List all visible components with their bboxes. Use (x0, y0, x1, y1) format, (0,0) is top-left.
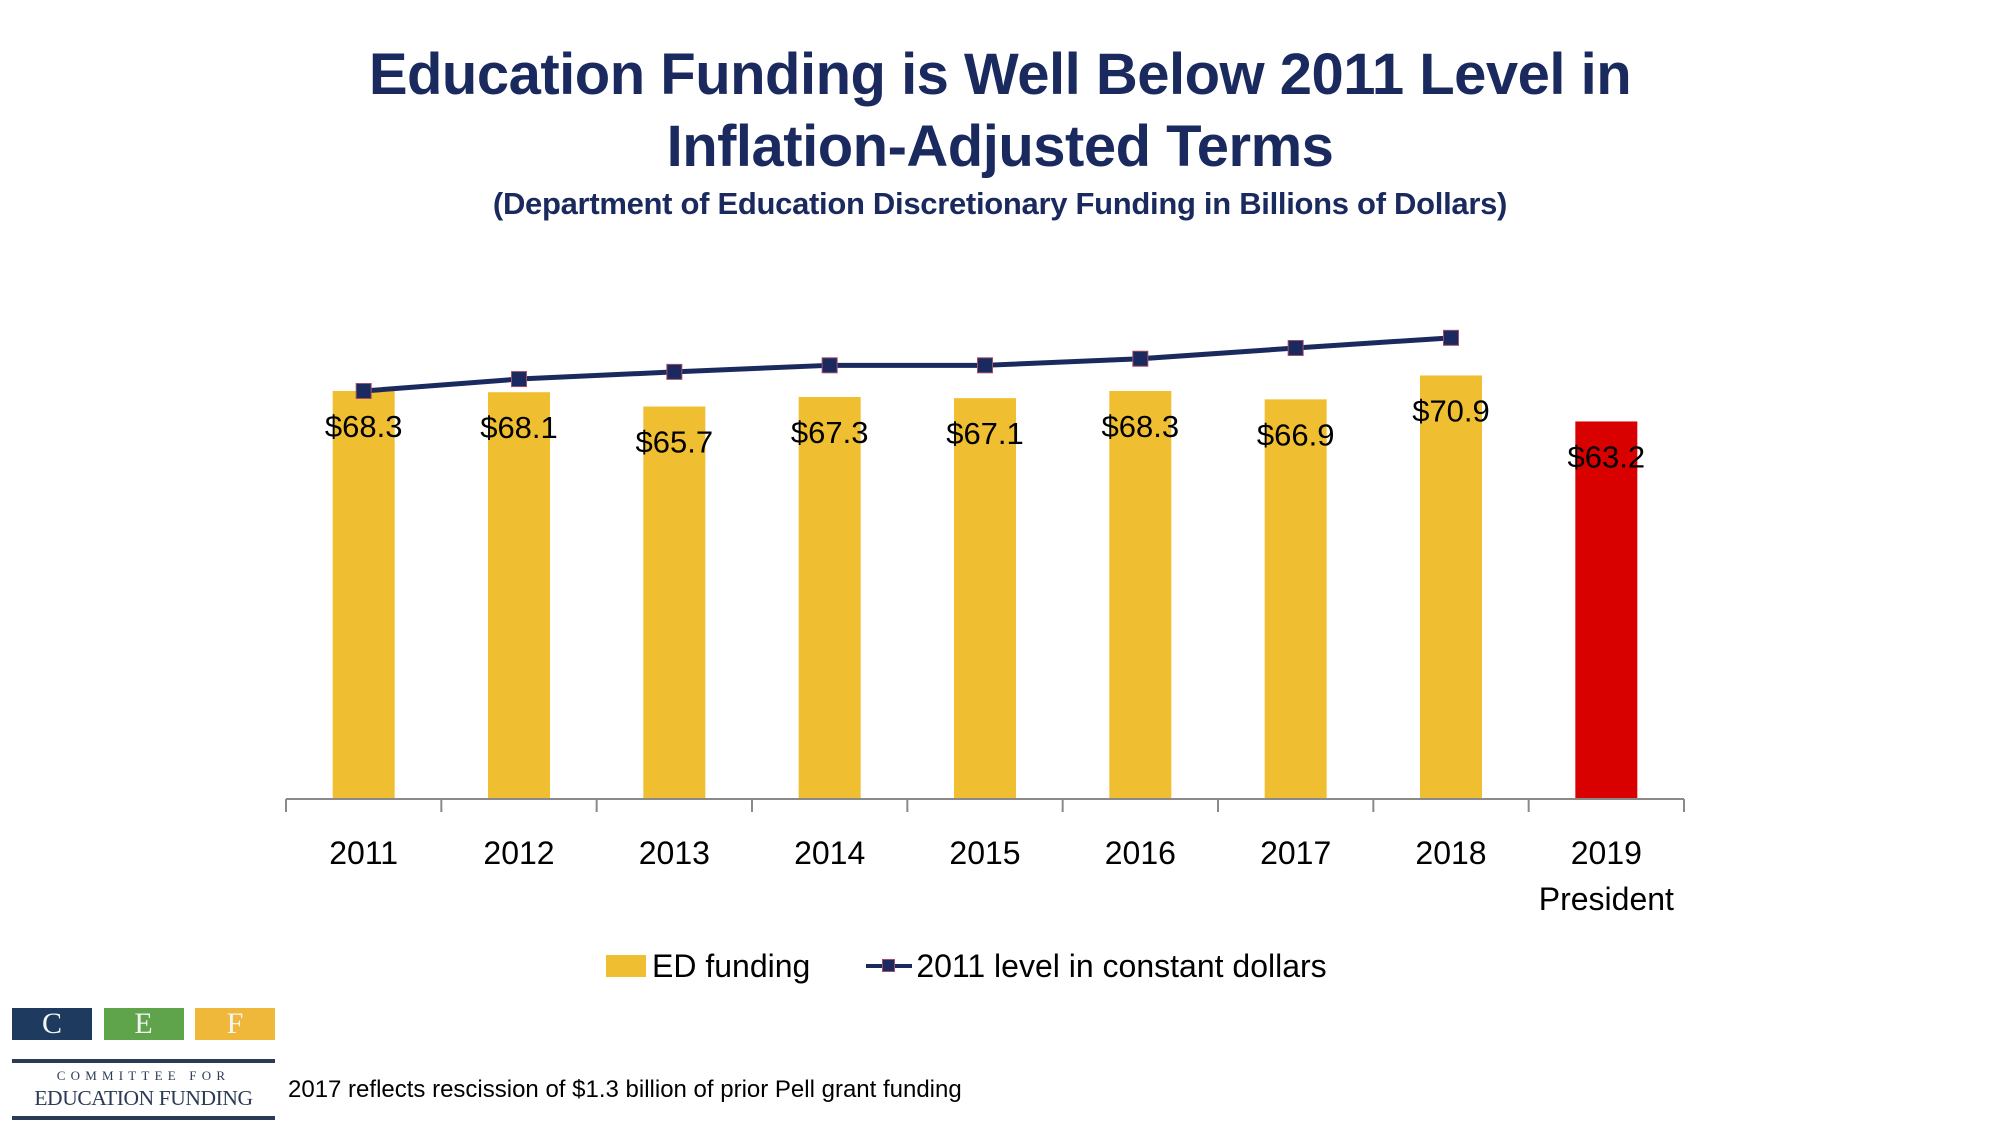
bar-value-label: $65.7 (636, 425, 714, 460)
footnote: 2017 reflects rescission of $1.3 billion… (288, 1076, 962, 1103)
legend-label: ED funding (652, 947, 811, 984)
legend-label: 2011 level in constant dollars (916, 947, 1327, 984)
bar-swatch-icon (606, 955, 646, 977)
bar-value-label: $68.3 (1102, 409, 1180, 444)
line-marker-square-icon (511, 371, 527, 388)
line-marker-square-icon (977, 357, 993, 374)
chart-title-line-2: Inflation-Adjusted Terms (666, 114, 1334, 179)
legend-item-ed-funding: ED funding (606, 948, 810, 985)
bar-value-label: $66.9 (1257, 417, 1335, 452)
bar-value-label: $67.1 (946, 416, 1024, 451)
logo-box-c: C (12, 1008, 92, 1040)
chart-subtitle: (Department of Education Discretionary F… (492, 186, 1508, 221)
line-marker-square-icon (666, 363, 683, 380)
bar-series-ed-funding (332, 375, 1638, 799)
bar-2017 (1264, 399, 1327, 799)
x-axis-label: 2013 (639, 835, 710, 871)
x-axis-label: 2019 (1571, 835, 1642, 871)
bar-2015 (954, 398, 1016, 799)
x-axis (285, 798, 1685, 812)
bar-2012 (488, 392, 550, 799)
bar-value-label: $70.9 (1412, 393, 1490, 428)
x-axis-label: President (1539, 881, 1674, 917)
logo-box-e: E (103, 1008, 184, 1040)
bar-line-chart: $68.3 $68.1 $65.7 $67.3 $67.1 $68.3 $66.9 $70.9… (285, 329, 1685, 917)
x-axis-labels: 2011 2012 2013 2014 2015 2016 2017 2018 2019 Pres… (329, 835, 1674, 917)
bar-2016 (1109, 391, 1172, 799)
legend-item-constant-dollars: 2011 level in constant dollars (866, 947, 1327, 985)
logo-text-education-funding: EDUCATION FUNDING (34, 1086, 253, 1110)
logo-letter-boxes: C E F (12, 1008, 275, 1040)
bar-2011 (332, 391, 395, 799)
bar-value-label: $63.2 (1568, 439, 1646, 474)
x-axis-label: 2016 (1105, 835, 1176, 871)
chart-title-line-1: Education Funding is Well Below 2011 Lev… (368, 42, 1632, 107)
line-marker-icon (866, 955, 913, 977)
line-marker-square-icon (355, 383, 372, 399)
bar-2014 (798, 396, 861, 799)
logo-text-committee-for: COMMITTEE FOR (56, 1068, 231, 1083)
x-axis-label: 2011 (329, 835, 398, 871)
cef-logo: C E F COMMITTEE FOR EDUCATION FUNDING (12, 1008, 275, 1123)
line-marker-square-icon (1287, 339, 1304, 356)
logo-divider-top (12, 1059, 275, 1063)
bar-2013 (643, 406, 706, 799)
line-marker-square-icon (1132, 350, 1149, 367)
bar-2018 (1420, 375, 1482, 799)
line-marker-square-icon (1443, 329, 1459, 346)
bar-value-label: $68.3 (325, 409, 403, 444)
bar-value-label: $67.3 (791, 415, 869, 450)
bar-data-labels: $68.3 $68.1 $65.7 $67.3 $67.1 $68.3 $66.9 $70.9… (325, 393, 1645, 474)
x-axis-label: 2017 (1260, 835, 1331, 871)
x-axis-label: 2018 (1415, 835, 1486, 871)
x-axis-label: 2012 (483, 835, 554, 871)
bar-value-label: $68.1 (480, 410, 558, 445)
x-axis-label: 2015 (949, 835, 1020, 871)
logo-box-f: F (195, 1008, 275, 1040)
logo-divider-bottom (12, 1116, 275, 1120)
line-series-2011-constant (355, 329, 1459, 399)
bar-2019-president (1575, 421, 1638, 799)
line-marker-square-icon (821, 357, 838, 374)
chart-legend: ED funding 2011 level in constant dollar… (606, 946, 1383, 986)
x-axis-label: 2014 (794, 835, 865, 871)
